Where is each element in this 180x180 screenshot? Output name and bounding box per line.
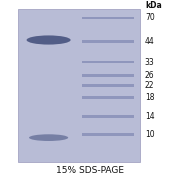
Text: 26: 26 [145,71,154,80]
Text: 14: 14 [145,112,154,121]
FancyBboxPatch shape [82,17,134,19]
Text: 70: 70 [145,13,155,22]
Text: 44: 44 [145,37,155,46]
FancyBboxPatch shape [82,61,134,64]
Text: kDa: kDa [145,1,162,10]
FancyBboxPatch shape [82,115,134,118]
Text: 33: 33 [145,58,155,67]
FancyBboxPatch shape [82,84,134,87]
FancyBboxPatch shape [82,96,134,99]
FancyBboxPatch shape [82,75,134,77]
Ellipse shape [29,134,68,141]
Text: 22: 22 [145,81,154,90]
FancyBboxPatch shape [82,133,134,136]
Text: 10: 10 [145,130,154,139]
FancyBboxPatch shape [18,10,140,162]
Text: 18: 18 [145,93,154,102]
Ellipse shape [27,35,71,45]
Text: 15% SDS-PAGE: 15% SDS-PAGE [56,166,124,175]
FancyBboxPatch shape [82,40,134,43]
